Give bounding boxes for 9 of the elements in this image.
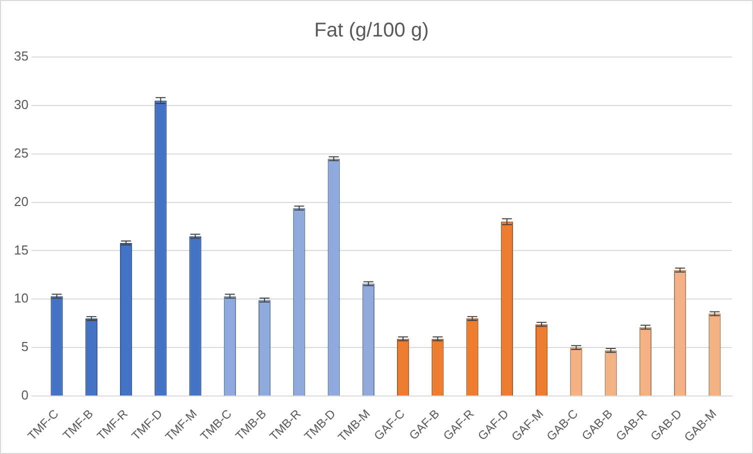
y-tick-label: 30	[14, 97, 28, 112]
y-tick-label: 25	[14, 145, 28, 160]
y-tick-label: 0	[21, 388, 28, 403]
y-tick-label: 5	[21, 339, 28, 354]
y-tick-label: 15	[14, 242, 28, 258]
y-tick-label: 20	[14, 194, 28, 209]
y-tick-label: 10	[14, 290, 28, 306]
chart-title: Fat (g/100 g)	[314, 20, 429, 42]
y-tick-label: 35	[14, 48, 28, 64]
